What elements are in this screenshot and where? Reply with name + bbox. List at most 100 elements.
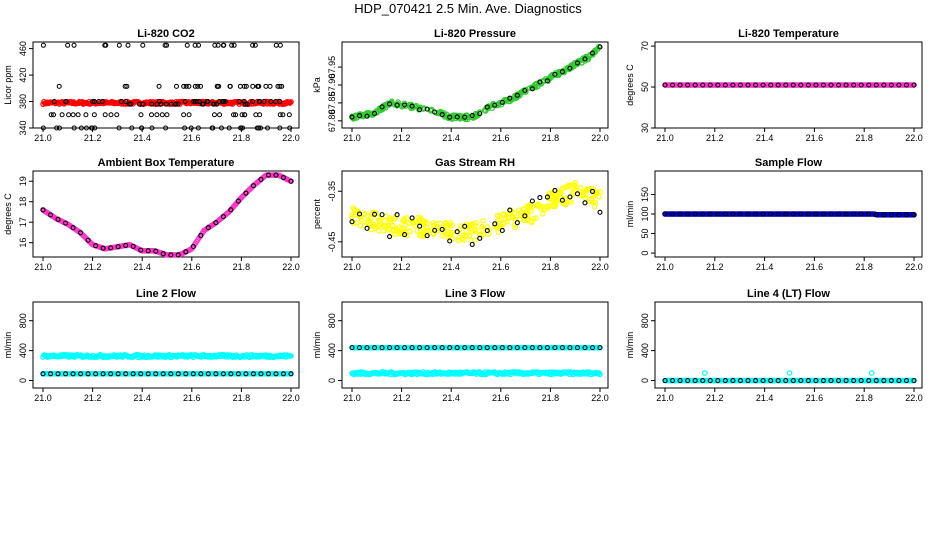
y-tick-label: 67.90 bbox=[327, 74, 337, 97]
average-point bbox=[263, 83, 269, 89]
data-point bbox=[351, 206, 358, 213]
average-point bbox=[507, 95, 513, 101]
average-point bbox=[730, 211, 736, 217]
x-tick-label: 21.8 bbox=[855, 262, 873, 272]
average-point bbox=[692, 377, 698, 384]
data-point bbox=[421, 105, 427, 111]
average-point bbox=[700, 377, 706, 384]
average-point bbox=[387, 233, 393, 240]
average-point bbox=[130, 243, 136, 249]
average-point bbox=[537, 345, 543, 351]
average-point bbox=[439, 112, 445, 118]
average-point bbox=[356, 211, 363, 217]
average-point bbox=[783, 211, 789, 217]
x-tick-label: 22.0 bbox=[282, 133, 300, 143]
average-point bbox=[499, 227, 505, 234]
average-point bbox=[896, 377, 902, 384]
average-point bbox=[70, 112, 76, 118]
average-point bbox=[115, 244, 121, 250]
average-point bbox=[349, 114, 355, 120]
x-tick-label: 21.6 bbox=[492, 133, 510, 143]
average-point bbox=[417, 345, 423, 351]
average-point bbox=[102, 112, 108, 118]
average-point bbox=[492, 221, 498, 227]
y-axis-label: degrees C bbox=[625, 64, 635, 106]
average-point bbox=[175, 371, 181, 377]
average-point bbox=[65, 42, 71, 48]
average-point bbox=[71, 125, 77, 131]
average-point bbox=[250, 99, 256, 105]
average-point bbox=[737, 211, 744, 217]
data-point bbox=[443, 222, 449, 229]
average-point bbox=[148, 112, 154, 118]
average-point bbox=[492, 345, 498, 351]
data-point bbox=[288, 99, 294, 105]
x-tick-label: 21.4 bbox=[756, 133, 774, 143]
average-point bbox=[574, 345, 581, 351]
data-point bbox=[533, 82, 539, 88]
data-point bbox=[376, 227, 382, 234]
panel-title: Li-820 CO2 bbox=[137, 28, 194, 40]
data-point bbox=[370, 221, 377, 227]
data-point bbox=[455, 234, 462, 241]
x-tick-label: 22.0 bbox=[905, 393, 923, 403]
average-point bbox=[911, 377, 917, 384]
data-point bbox=[455, 237, 462, 244]
average-point bbox=[730, 82, 736, 88]
average-point bbox=[265, 371, 272, 377]
average-point bbox=[40, 371, 46, 377]
average-point bbox=[537, 79, 543, 85]
average-point bbox=[227, 83, 233, 89]
data-point bbox=[422, 218, 428, 225]
average-point bbox=[760, 377, 766, 384]
series-layer bbox=[662, 82, 917, 88]
average-point bbox=[677, 82, 683, 88]
average-point bbox=[253, 112, 259, 118]
average-point bbox=[70, 225, 76, 231]
data-point bbox=[448, 230, 455, 237]
average-point bbox=[140, 42, 146, 48]
average-point bbox=[835, 82, 842, 88]
average-point bbox=[820, 377, 827, 384]
data-point bbox=[349, 211, 355, 218]
average-point bbox=[507, 345, 513, 351]
average-point bbox=[662, 211, 668, 217]
data-point bbox=[353, 115, 360, 121]
average-point bbox=[760, 211, 766, 217]
average-point bbox=[238, 125, 244, 131]
average-point bbox=[188, 125, 194, 131]
average-point bbox=[243, 371, 249, 377]
average-point bbox=[492, 102, 498, 108]
average-point bbox=[662, 82, 668, 88]
average-point bbox=[277, 112, 283, 118]
average-point bbox=[813, 82, 819, 88]
series-layer bbox=[662, 370, 917, 384]
data-point bbox=[470, 228, 476, 235]
average-point bbox=[477, 111, 483, 117]
average-point bbox=[243, 83, 249, 89]
data-point bbox=[583, 192, 589, 198]
y-tick-label: 19 bbox=[18, 176, 28, 186]
x-tick-label: 21.8 bbox=[542, 262, 560, 272]
average-point bbox=[192, 42, 198, 48]
average-point bbox=[529, 345, 535, 351]
series-layer bbox=[662, 211, 917, 218]
data-point bbox=[481, 107, 488, 113]
data-point bbox=[549, 71, 556, 78]
y-tick-label: 340 bbox=[18, 120, 28, 135]
data-point bbox=[480, 231, 487, 238]
average-point bbox=[277, 83, 283, 89]
average-point bbox=[903, 212, 910, 218]
average-point bbox=[417, 223, 423, 229]
average-point bbox=[371, 211, 378, 217]
average-point bbox=[130, 371, 136, 377]
data-point bbox=[540, 211, 546, 217]
data-point bbox=[366, 217, 372, 224]
average-point bbox=[722, 82, 728, 88]
average-point bbox=[62, 220, 69, 226]
data-point bbox=[480, 217, 486, 224]
average-point bbox=[236, 99, 242, 105]
panel-title: Li-820 Temperature bbox=[738, 28, 839, 40]
average-point bbox=[184, 42, 190, 48]
average-point bbox=[183, 371, 189, 377]
